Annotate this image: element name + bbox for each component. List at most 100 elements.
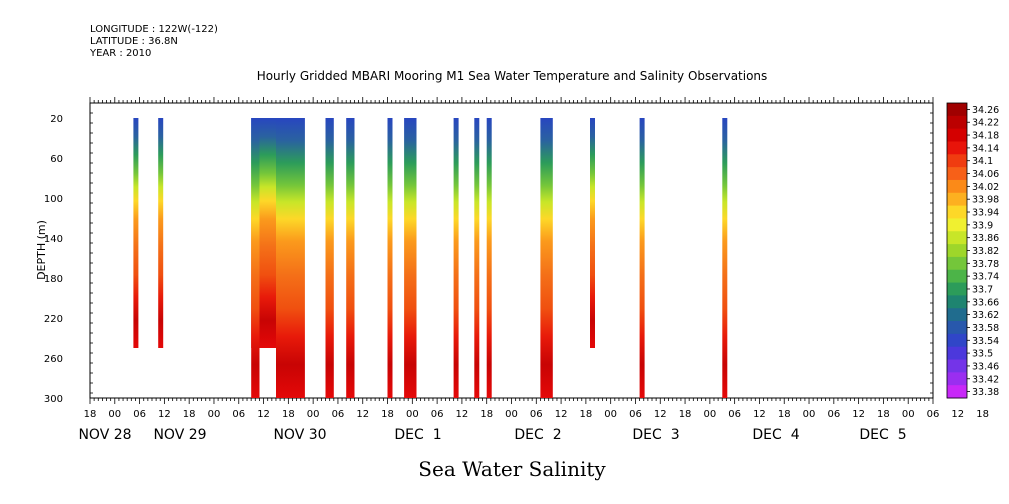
x-date-label: DEC 5 xyxy=(859,427,906,443)
x-tick-label: 18 xyxy=(282,409,295,420)
plot-metadata: LONGITUDE : 122W(-122) LATITUDE : 36.8N … xyxy=(90,24,218,60)
colorbar-swatch xyxy=(947,256,967,271)
salinity-column-4 xyxy=(251,118,260,398)
colorbar-swatch xyxy=(947,192,967,207)
x-tick-label: 00 xyxy=(505,409,518,420)
colorbar-label: 33.74 xyxy=(972,272,999,283)
colorbar-label: 33.86 xyxy=(972,233,999,244)
colorbar-swatch xyxy=(947,372,967,386)
salinity-column-15 xyxy=(639,118,645,398)
latitude-label: LATITUDE : 36.8N xyxy=(90,36,178,47)
x-tick-label: 06 xyxy=(232,409,245,420)
year-label: YEAR : 2010 xyxy=(90,48,152,59)
salinity-column-8 xyxy=(387,118,393,398)
x-tick-label: 18 xyxy=(778,409,791,420)
x-tick-label: 12 xyxy=(555,409,568,420)
colorbar-label: 33.98 xyxy=(972,195,999,206)
colorbar-swatch xyxy=(947,269,967,284)
x-tick-label: 00 xyxy=(208,409,221,420)
x-tick-label: 00 xyxy=(803,409,816,420)
colorbar-swatch xyxy=(947,282,967,296)
x-tick-label: 12 xyxy=(951,409,964,420)
colorbar-swatch xyxy=(947,115,967,130)
x-tick-label: 12 xyxy=(257,409,270,420)
x-tick-label: 06 xyxy=(728,409,741,420)
colorbar-swatch xyxy=(947,385,967,399)
y-tick-label: 140 xyxy=(44,234,63,245)
x-tick-label: 18 xyxy=(580,409,593,420)
colorbar-label: 34.18 xyxy=(972,131,999,142)
x-tick-label: 12 xyxy=(456,409,469,420)
colorbar-swatch xyxy=(947,308,967,322)
x-date-label: DEC 4 xyxy=(752,427,799,443)
longitude-label: LONGITUDE : 122W(-122) xyxy=(90,24,218,35)
colorbar-swatch xyxy=(947,333,967,348)
salinity-column-9 xyxy=(404,118,417,398)
x-tick-label: 18 xyxy=(480,409,493,420)
x-date-label: DEC 1 xyxy=(394,427,441,443)
colorbar-label: 33.58 xyxy=(972,323,999,334)
x-tick-label: 00 xyxy=(307,409,320,420)
colorbar-label: 33.78 xyxy=(972,259,999,270)
x-date-label: NOV 29 xyxy=(153,427,206,443)
salinity-column-6 xyxy=(325,118,334,398)
x-tick-label: 18 xyxy=(877,409,890,420)
colorbar-label: 33.62 xyxy=(972,310,999,321)
colorbar-label: 34.26 xyxy=(972,105,999,116)
colorbar-swatch xyxy=(947,103,967,117)
x-tick-label: 12 xyxy=(753,409,766,420)
colorbar-swatch xyxy=(947,346,967,361)
colorbar-label: 33.9 xyxy=(972,220,993,231)
colorbar-swatch xyxy=(947,231,967,245)
colorbar-label: 33.66 xyxy=(972,297,999,308)
colorbar-label: 33.7 xyxy=(972,284,993,295)
colorbar-swatch xyxy=(947,167,967,181)
colorbar-label: 34.14 xyxy=(972,143,999,154)
salinity-column-11 xyxy=(474,118,480,398)
colorbar-swatch xyxy=(947,128,967,142)
x-axis-label: Sea Water Salinity xyxy=(418,457,606,481)
salinity-column-2 xyxy=(158,118,164,348)
x-date-label: NOV 28 xyxy=(78,427,131,443)
x-tick-label: 18 xyxy=(976,409,989,420)
y-tick-label: 20 xyxy=(50,114,63,125)
x-tick-label: 18 xyxy=(679,409,692,420)
y-tick-label: 260 xyxy=(44,354,63,365)
y-tick-label: 180 xyxy=(44,274,63,285)
colorbar-label: 34.06 xyxy=(972,169,999,180)
colorbar-label: 33.94 xyxy=(972,208,999,219)
y-tick-label: 300 xyxy=(44,394,63,405)
salinity-column-12 xyxy=(486,118,492,398)
x-tick-label: 06 xyxy=(332,409,345,420)
colorbar-swatch xyxy=(947,295,967,309)
x-tick-label: 00 xyxy=(604,409,617,420)
x-tick-label: 00 xyxy=(902,409,915,420)
x-tick-label: 18 xyxy=(381,409,394,420)
x-date-label: NOV 30 xyxy=(273,427,326,443)
colorbar-swatch xyxy=(947,205,967,219)
plot-area xyxy=(89,102,934,399)
colorbar-label: 33.46 xyxy=(972,361,999,372)
colorbar-swatch xyxy=(947,218,967,232)
colorbar-label: 34.22 xyxy=(972,118,999,129)
x-tick-label: 06 xyxy=(530,409,543,420)
x-date-label: DEC 3 xyxy=(632,427,679,443)
colorbar-label: 33.38 xyxy=(972,387,999,398)
x-tick-label: 12 xyxy=(852,409,865,420)
colorbar-label: 34.02 xyxy=(972,182,999,193)
x-tick-label: 06 xyxy=(133,409,146,420)
chart-title: Hourly Gridded MBARI Mooring M1 Sea Wate… xyxy=(257,69,768,83)
colorbar-swatch xyxy=(947,179,967,194)
colorbar-label: 33.42 xyxy=(972,374,999,385)
x-tick-label: 06 xyxy=(827,409,840,420)
y-tick-label: 60 xyxy=(50,154,63,165)
salinity-column-13 xyxy=(540,118,553,398)
x-tick-label: 18 xyxy=(84,409,97,420)
y-axis-label: DEPTH (m) xyxy=(35,220,48,280)
colorbar-swatch xyxy=(947,321,967,335)
x-tick-label: 00 xyxy=(406,409,419,420)
colorbar-swatch xyxy=(947,244,967,258)
x-tick-label: 12 xyxy=(356,409,369,420)
salinity-column-5 xyxy=(276,118,305,398)
